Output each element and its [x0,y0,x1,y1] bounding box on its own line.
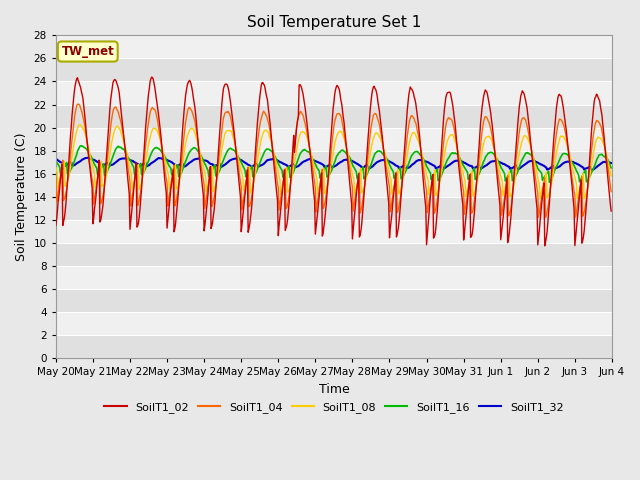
SoilT1_02 [148,74,156,80]
SoilT1_08 [62,182,70,188]
SoilT1_04 [52,175,60,181]
Bar [56,59,612,82]
SoilT1_16 [177,172,184,178]
SoilT1_16 [62,161,70,167]
Line: SoilT1_32: SoilT1_32 [56,158,611,170]
SoilT1_02 [119,126,127,132]
Bar [56,197,612,220]
Bar [56,289,612,312]
SoilT1_02 [402,129,410,135]
SoilT1_02 [607,208,615,214]
Bar [56,312,612,335]
SoilT1_08 [418,152,426,157]
Bar [56,82,612,105]
SoilT1_02 [418,161,426,167]
Line: SoilT1_02: SoilT1_02 [56,77,611,246]
SoilT1_04 [402,147,410,153]
Bar [56,151,612,174]
SoilT1_32 [607,160,615,166]
Bar [56,105,612,128]
SoilT1_16 [402,168,410,174]
SoilT1_04 [62,190,70,195]
Text: TW_met: TW_met [61,45,114,58]
SoilT1_08 [536,196,544,202]
Line: SoilT1_08: SoilT1_08 [56,125,611,199]
SoilT1_02 [62,201,70,207]
SoilT1_32 [84,155,92,161]
SoilT1_04 [418,154,426,160]
SoilT1_16 [205,173,213,179]
SoilT1_32 [62,163,70,168]
SoilT1_02 [205,173,213,179]
SoilT1_02 [52,223,60,228]
SoilT1_16 [418,154,426,160]
SoilT1_08 [177,175,184,180]
SoilT1_04 [74,101,81,107]
SoilT1_02 [541,243,548,249]
SoilT1_32 [52,156,60,162]
SoilT1_04 [535,215,543,220]
SoilT1_08 [75,122,83,128]
Title: Soil Temperature Set 1: Soil Temperature Set 1 [246,15,421,30]
SoilT1_16 [120,146,127,152]
SoilT1_16 [52,157,60,163]
SoilT1_16 [77,143,85,149]
SoilT1_08 [205,177,213,183]
Line: SoilT1_04: SoilT1_04 [56,104,611,217]
SoilT1_02 [177,164,184,169]
SoilT1_16 [607,165,615,171]
SoilT1_08 [402,161,410,167]
Bar [56,220,612,243]
SoilT1_04 [205,173,213,179]
Bar [56,266,612,289]
Bar [56,335,612,358]
SoilT1_16 [545,180,553,185]
SoilT1_32 [402,165,410,171]
SoilT1_32 [418,157,426,163]
Bar [56,36,612,59]
Line: SoilT1_16: SoilT1_16 [56,146,611,182]
SoilT1_04 [120,135,127,141]
Bar [56,243,612,266]
Bar [56,174,612,197]
SoilT1_32 [177,162,184,168]
SoilT1_32 [588,167,595,173]
SoilT1_32 [120,156,127,161]
SoilT1_08 [120,140,127,145]
SoilT1_04 [607,189,615,194]
X-axis label: Time: Time [319,383,349,396]
SoilT1_08 [52,165,60,171]
Bar [56,128,612,151]
Legend: SoilT1_02, SoilT1_04, SoilT1_08, SoilT1_16, SoilT1_32: SoilT1_02, SoilT1_04, SoilT1_08, SoilT1_… [100,397,568,417]
SoilT1_04 [177,171,184,177]
SoilT1_32 [205,160,213,166]
SoilT1_08 [607,173,615,179]
Y-axis label: Soil Temperature (C): Soil Temperature (C) [15,132,28,261]
